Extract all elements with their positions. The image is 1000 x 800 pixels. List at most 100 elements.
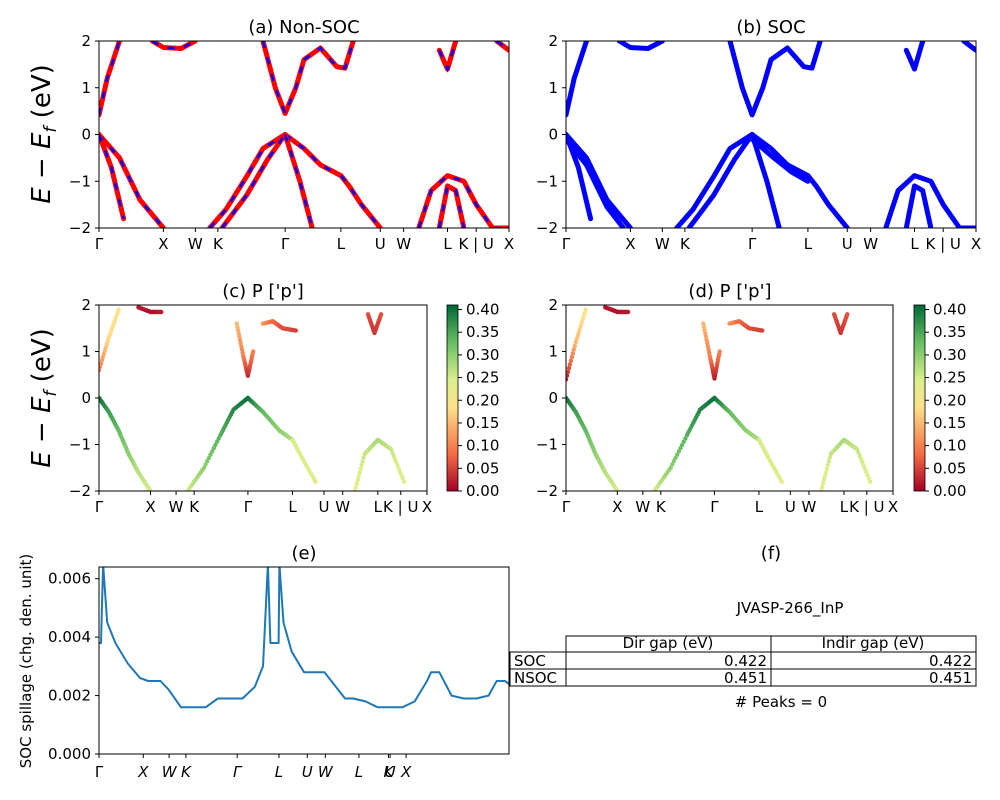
projected-point: [702, 327, 707, 333]
projected-point: [615, 488, 620, 491]
colorbar-d: 0.00 0.05 0.10 0.15 0.20 0.25 0.30 0.35 0.40: [913, 301, 966, 500]
spillage-ylabel: SOC spillage (chg. den. unit): [17, 554, 35, 769]
projected-point: [779, 479, 784, 484]
projected-point: [575, 333, 580, 338]
projected-point: [234, 321, 239, 326]
band-line: [749, 132, 782, 228]
panel-d-title: (d) P ['p']: [688, 281, 771, 302]
band-line: [883, 173, 976, 228]
projected-point: [668, 465, 673, 470]
x-tick-label: Γ: [95, 763, 104, 781]
projected-point: [400, 476, 405, 481]
projected-point: [210, 449, 215, 454]
x-tick-label: U: [785, 498, 796, 516]
y-tick-label: −2: [69, 219, 91, 237]
band-line: [805, 173, 850, 228]
projected-point: [388, 446, 394, 452]
band-line: [566, 41, 589, 118]
x-tick-label: X: [422, 498, 432, 516]
table-header-indir: Indir gap (eV): [822, 634, 925, 652]
x-tick-label: X: [625, 235, 635, 253]
y-tick-label: −2: [536, 482, 558, 500]
y-tick-label: 0.002: [48, 687, 91, 705]
x-tick-label: W: [162, 763, 178, 781]
projected-point: [238, 340, 243, 346]
x-tick-label: Γ: [95, 498, 104, 516]
projected-point: [583, 307, 588, 312]
colorbar-tick-label: 0.35: [466, 323, 499, 341]
panel-e-title: (e): [291, 543, 316, 564]
x-tick-label: L: [804, 235, 813, 253]
x-tick-label: L: [275, 763, 283, 781]
band-line-dashed: [208, 133, 286, 228]
table-header-dir: Dir gap (eV): [623, 634, 714, 652]
y-tick-label: 2: [548, 32, 558, 50]
projected-point: [570, 351, 576, 356]
projected-point: [355, 477, 360, 482]
x-tick-label: L: [374, 498, 383, 516]
x-tick-label: L: [910, 235, 919, 253]
x-tick-label: K | U: [458, 235, 493, 253]
table-row-nsoc-dir: 0.451: [724, 669, 767, 687]
band-ylabel-middle: E − Ef (eV): [27, 328, 61, 468]
y-tick-label: 2: [81, 32, 91, 50]
x-tick-label: X: [145, 498, 155, 516]
projected-point: [237, 334, 242, 339]
band-line: [301, 41, 356, 71]
x-tick-label: K: [656, 498, 667, 516]
table-row-nsoc-label: NSOC: [514, 669, 557, 687]
band-line-dashed: [99, 134, 125, 219]
projected-point: [866, 476, 871, 481]
colorbar-tick-label: 0.00: [933, 482, 966, 500]
projected-point: [819, 485, 825, 490]
projected-point: [100, 354, 106, 360]
x-tick-label: X: [888, 498, 898, 516]
projected-point: [353, 485, 358, 490]
y-tick-label: 0: [81, 389, 91, 407]
colorbar-tick-label: 0.00: [466, 482, 499, 500]
projected-point: [148, 488, 153, 491]
y-tick-label: 1: [81, 79, 91, 97]
colorbar-tick-label: 0.20: [933, 391, 966, 409]
projected-point: [354, 481, 359, 486]
colorbar-c: 0.00 0.05 0.10 0.15 0.20 0.25 0.30 0.35 0.40: [446, 301, 499, 500]
band-line-dashed: [438, 183, 466, 228]
y-tick-label: 0: [548, 389, 558, 407]
colorbar-tick-label: 0.35: [933, 323, 966, 341]
x-tick-label: U: [385, 763, 396, 781]
x-tick-label: Γ: [748, 235, 757, 253]
projected-point: [395, 463, 400, 468]
projected-point: [216, 436, 221, 441]
projected-point: [213, 442, 218, 448]
projected-point: [703, 334, 709, 339]
x-tick-label: K | U: [383, 498, 418, 516]
table-row-soc-indir: 0.422: [929, 652, 972, 670]
projected-point: [203, 462, 208, 467]
x-tick-label: L: [337, 235, 346, 253]
projected-point: [827, 455, 833, 460]
projected-point: [567, 362, 573, 367]
projected-point: [357, 470, 362, 475]
projected-point: [378, 312, 384, 317]
projected-point: [360, 459, 365, 464]
projected-point: [823, 470, 829, 475]
projected-point: [826, 459, 832, 464]
x-tick-label: L: [443, 235, 452, 253]
x-tick-label: Γ: [244, 498, 253, 516]
projected-point: [201, 465, 207, 470]
colorbar-tick-label: 0.05: [933, 459, 966, 477]
projected-point: [251, 349, 256, 354]
band-lines: [99, 41, 509, 228]
band-line: [674, 132, 755, 228]
projected-point: [566, 369, 571, 375]
x-tick-label: L: [840, 498, 849, 516]
x-tick-label: K | U: [925, 235, 960, 253]
projected-point: [706, 347, 711, 352]
colorbar-tick-label: 0.25: [466, 369, 499, 387]
band-line: [768, 41, 823, 71]
spillage-line: [99, 567, 509, 709]
projected-point: [856, 450, 861, 455]
y-tick-label: 0.000: [48, 745, 91, 763]
